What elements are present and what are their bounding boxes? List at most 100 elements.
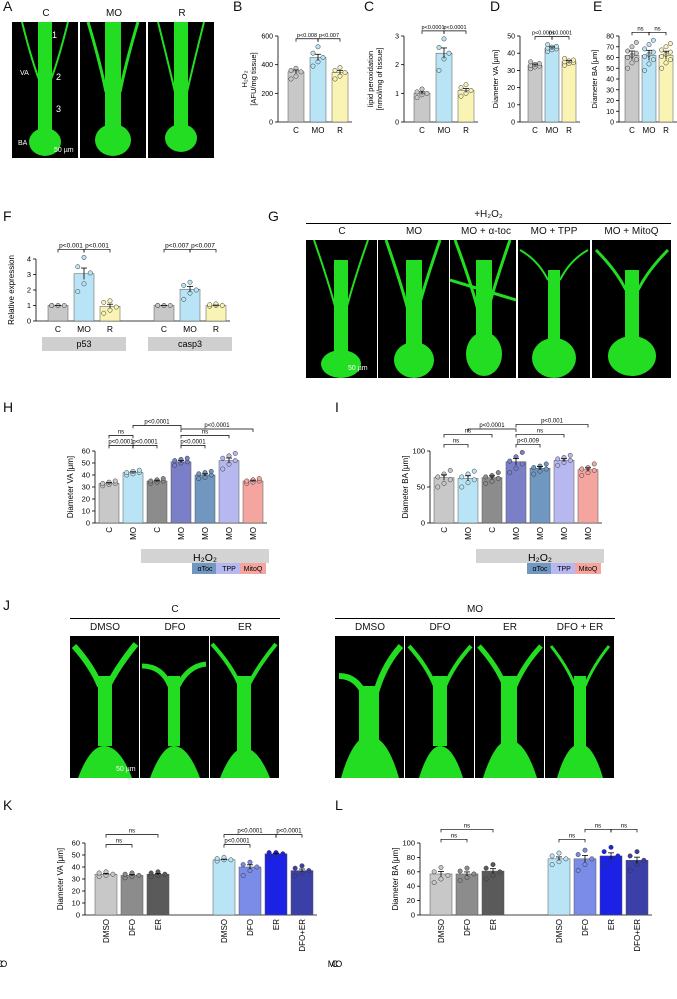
- chart-e-point: [646, 61, 652, 67]
- chart-f-point: [107, 298, 113, 304]
- chart-e-point: [629, 60, 635, 66]
- chart-c-xtick-label: C: [419, 126, 425, 135]
- chart-k-ytick-label: 20: [72, 887, 80, 896]
- chart-i-point: [591, 467, 597, 473]
- chart-f-point: [49, 303, 55, 308]
- chart-c-sig-label: p<0.0001: [443, 25, 466, 31]
- chart-h-sig-bracket: [132, 425, 182, 429]
- chart-d-xtick-label: MO: [546, 126, 559, 135]
- chart-i-h2o2-label: H₂O₂: [528, 552, 552, 564]
- chart-h-ytick-label: 30: [82, 483, 90, 492]
- chart-e-ytick-label: 70: [606, 44, 614, 51]
- chart-e-point: [659, 53, 665, 59]
- chart-i-bar: [553, 460, 575, 524]
- chart-l-point: [497, 869, 503, 875]
- micrograph-g-tpp: [518, 240, 590, 378]
- chart-k-bar: [146, 873, 170, 916]
- chart-k-bar: [120, 875, 144, 916]
- chart-h-point: [172, 462, 178, 468]
- chart-h-xtick-label: C: [105, 527, 114, 533]
- chart-i-point: [483, 480, 489, 486]
- panel-letter-i: I: [335, 399, 339, 415]
- chart-b-ytick-label: 600: [261, 34, 273, 41]
- chart-h-treatment-box: [240, 563, 266, 574]
- chart-k-sig-bracket: [223, 834, 277, 838]
- chart-i-xtick-label: MO: [512, 527, 521, 540]
- chart-d-point: [570, 57, 576, 63]
- chart-h-point: [220, 455, 226, 461]
- chart-f-point: [81, 281, 87, 287]
- chart-i-xtick-label: MO: [560, 527, 569, 540]
- chart-b-point: [332, 67, 338, 73]
- chart-e-sig-label: ns: [654, 26, 660, 32]
- chart-l-bar: [547, 858, 571, 916]
- chart-c-point: [458, 93, 464, 99]
- panel-g-label-mo: MO: [405, 226, 423, 237]
- chart-k-ytick-label: 40: [72, 863, 80, 872]
- chart-h-point: [172, 458, 178, 464]
- chart-i-point: [489, 478, 495, 484]
- chart-h-point: [232, 458, 238, 464]
- chart-c-point: [414, 95, 420, 101]
- chart-e-point: [625, 55, 631, 60]
- chart-f-point: [75, 264, 81, 270]
- chart-k-xtick-label: ER: [154, 919, 163, 930]
- chart-b-point: [337, 73, 343, 79]
- chart-h-point: [136, 467, 142, 473]
- panel-a-label-mo: MO: [105, 8, 123, 19]
- chart-k-point: [122, 871, 128, 877]
- panel-j-mo-dmso: DMSO: [355, 622, 385, 633]
- chart-i-xtick-label: MO: [536, 527, 545, 540]
- chart-c-point: [468, 88, 474, 93]
- chart-f-point: [181, 296, 187, 302]
- micrograph-j-mo-er: [475, 636, 544, 778]
- chart-h-treatment-box: [216, 563, 242, 574]
- panel-j-mo-er: ER: [503, 622, 517, 633]
- chart-b-point: [288, 67, 294, 73]
- chart-h-point: [160, 476, 166, 482]
- chart-i-point: [519, 461, 525, 467]
- chart-k-sig-label: ns: [129, 829, 135, 835]
- chart-l-point: [549, 862, 555, 868]
- chart-l-point: [575, 867, 581, 873]
- chart-l-group-label: C: [332, 959, 339, 969]
- chart-e-point: [667, 41, 673, 46]
- chart-i-sig-bracket: [515, 434, 565, 438]
- chart-k-sig-bracket: [275, 834, 303, 838]
- chart-i-point: [459, 484, 465, 490]
- chart-l-xtick-label: DFO+ER: [633, 919, 642, 952]
- chart-i-ytick-label: 100: [412, 447, 425, 456]
- chart-l-ytick-label: 40: [407, 882, 415, 891]
- chart-f-point: [181, 282, 187, 288]
- panel-a-label-r: R: [178, 8, 186, 19]
- chart-h-point: [220, 466, 226, 472]
- chart-l-point: [549, 853, 555, 859]
- chart-c-ylabel: lipid peroxidation[nmol/mg of tissue]: [366, 48, 384, 111]
- chart-l-point: [483, 865, 489, 871]
- chart-l-sig-label: ns: [569, 833, 575, 839]
- chart-d-bar: [527, 64, 543, 123]
- chart-c-point: [441, 36, 447, 42]
- chart-k-sig-label: p<0.0001: [276, 829, 302, 835]
- panel-j-mo-dfo-er: DFO + ER: [556, 622, 604, 633]
- panel-letter-e: E: [593, 0, 603, 14]
- panel-j-c-er: ER: [238, 622, 252, 633]
- panel-j-c-dfo: DFO: [164, 622, 186, 633]
- chart-f-point: [61, 303, 67, 308]
- chart-l-point: [627, 853, 633, 859]
- panel-j-group-c: C: [171, 604, 179, 615]
- chart-b-point: [320, 55, 326, 60]
- chart-h-h2o2-label: H₂O₂: [193, 552, 217, 564]
- chart-i-treatment-box: [527, 563, 553, 574]
- chart-k-point: [228, 857, 234, 863]
- panel-j-group-mo: MO: [466, 604, 484, 615]
- chart-b-point: [315, 44, 321, 50]
- chart-d-sig-label: p<0.0001: [549, 31, 572, 37]
- chart-k-point: [292, 865, 298, 871]
- chart-f-xtick-label: MO: [77, 324, 91, 334]
- chart-e-xtick-label: R: [663, 126, 669, 135]
- chart-l-ytick-label: 20: [407, 896, 415, 905]
- chart-k-bar: [264, 853, 288, 916]
- chart-i-treatment-label: αToc: [533, 566, 548, 573]
- chart-b-xtick-label: MO: [312, 126, 325, 135]
